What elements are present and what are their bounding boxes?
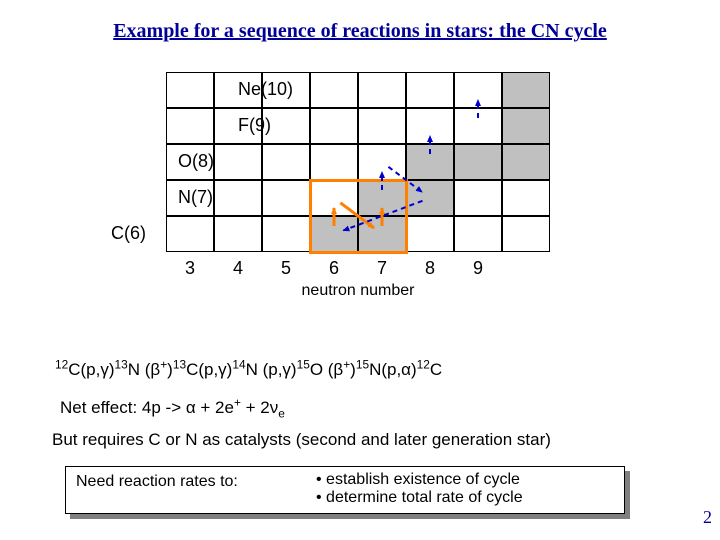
col-label: 5 bbox=[262, 258, 310, 279]
grid-cell bbox=[310, 180, 358, 216]
grid-cell bbox=[358, 108, 406, 144]
nuclide-chart: Ne(10)F(9)O(8)N(7)C(6)3456789neutron num… bbox=[166, 72, 550, 252]
callout-bullets: • establish existence of cycle• determin… bbox=[316, 471, 523, 507]
grid-cell bbox=[358, 72, 406, 108]
callout-box: Need reaction rates to: • establish exis… bbox=[65, 466, 625, 514]
axis-title: neutron number bbox=[166, 282, 550, 300]
reaction-chain: 12C(p,γ)13N (β+)13C(p,γ)14N (p,γ)15O (β+… bbox=[55, 360, 442, 380]
net-effect: Net effect: 4p -> α + 2e+ + 2νe bbox=[60, 398, 285, 418]
grid-cell bbox=[502, 216, 550, 252]
grid-cell bbox=[310, 108, 358, 144]
grid-cell bbox=[214, 180, 262, 216]
grid-cell bbox=[214, 144, 262, 180]
grid-cell bbox=[454, 180, 502, 216]
row-label: O(8) bbox=[178, 151, 214, 172]
row-label: Ne(10) bbox=[238, 79, 293, 100]
col-label: 8 bbox=[406, 258, 454, 279]
col-label: 6 bbox=[310, 258, 358, 279]
stable-cell bbox=[502, 72, 550, 108]
stable-cell bbox=[358, 180, 406, 216]
callout-bullet: • establish existence of cycle bbox=[316, 471, 523, 489]
grid-cell bbox=[406, 216, 454, 252]
page-number: 2 bbox=[703, 507, 712, 528]
grid-cell bbox=[310, 144, 358, 180]
col-label: 4 bbox=[214, 258, 262, 279]
page-title: Example for a sequence of reactions in s… bbox=[0, 20, 720, 43]
stable-cell bbox=[502, 108, 550, 144]
grid-cell bbox=[502, 180, 550, 216]
callout-bullet: • determine total rate of cycle bbox=[316, 489, 523, 507]
grid-cell bbox=[262, 180, 310, 216]
callout-left-text: Need reaction rates to: bbox=[76, 473, 238, 491]
grid-cell bbox=[406, 108, 454, 144]
grid-cell bbox=[166, 108, 214, 144]
stable-cell bbox=[406, 144, 454, 180]
stable-cell bbox=[310, 216, 358, 252]
grid-cell bbox=[406, 72, 454, 108]
grid-cell bbox=[454, 216, 502, 252]
grid-cell bbox=[214, 216, 262, 252]
stable-cell bbox=[502, 144, 550, 180]
catalyst-note: But requires C or N as catalysts (second… bbox=[52, 430, 551, 450]
row-label: C(6) bbox=[111, 223, 146, 244]
grid-cell bbox=[358, 144, 406, 180]
grid-cell bbox=[310, 72, 358, 108]
grid-cell bbox=[166, 72, 214, 108]
stable-cell bbox=[358, 216, 406, 252]
grid-cell bbox=[262, 216, 310, 252]
col-label: 3 bbox=[166, 258, 214, 279]
grid-cell bbox=[262, 144, 310, 180]
grid-cell bbox=[166, 216, 214, 252]
grid-cell bbox=[454, 72, 502, 108]
stable-cell bbox=[454, 144, 502, 180]
col-label: 9 bbox=[454, 258, 502, 279]
row-label: N(7) bbox=[178, 187, 213, 208]
row-label: F(9) bbox=[238, 115, 271, 136]
stable-cell bbox=[406, 180, 454, 216]
col-label: 7 bbox=[358, 258, 406, 279]
grid-cell bbox=[454, 108, 502, 144]
